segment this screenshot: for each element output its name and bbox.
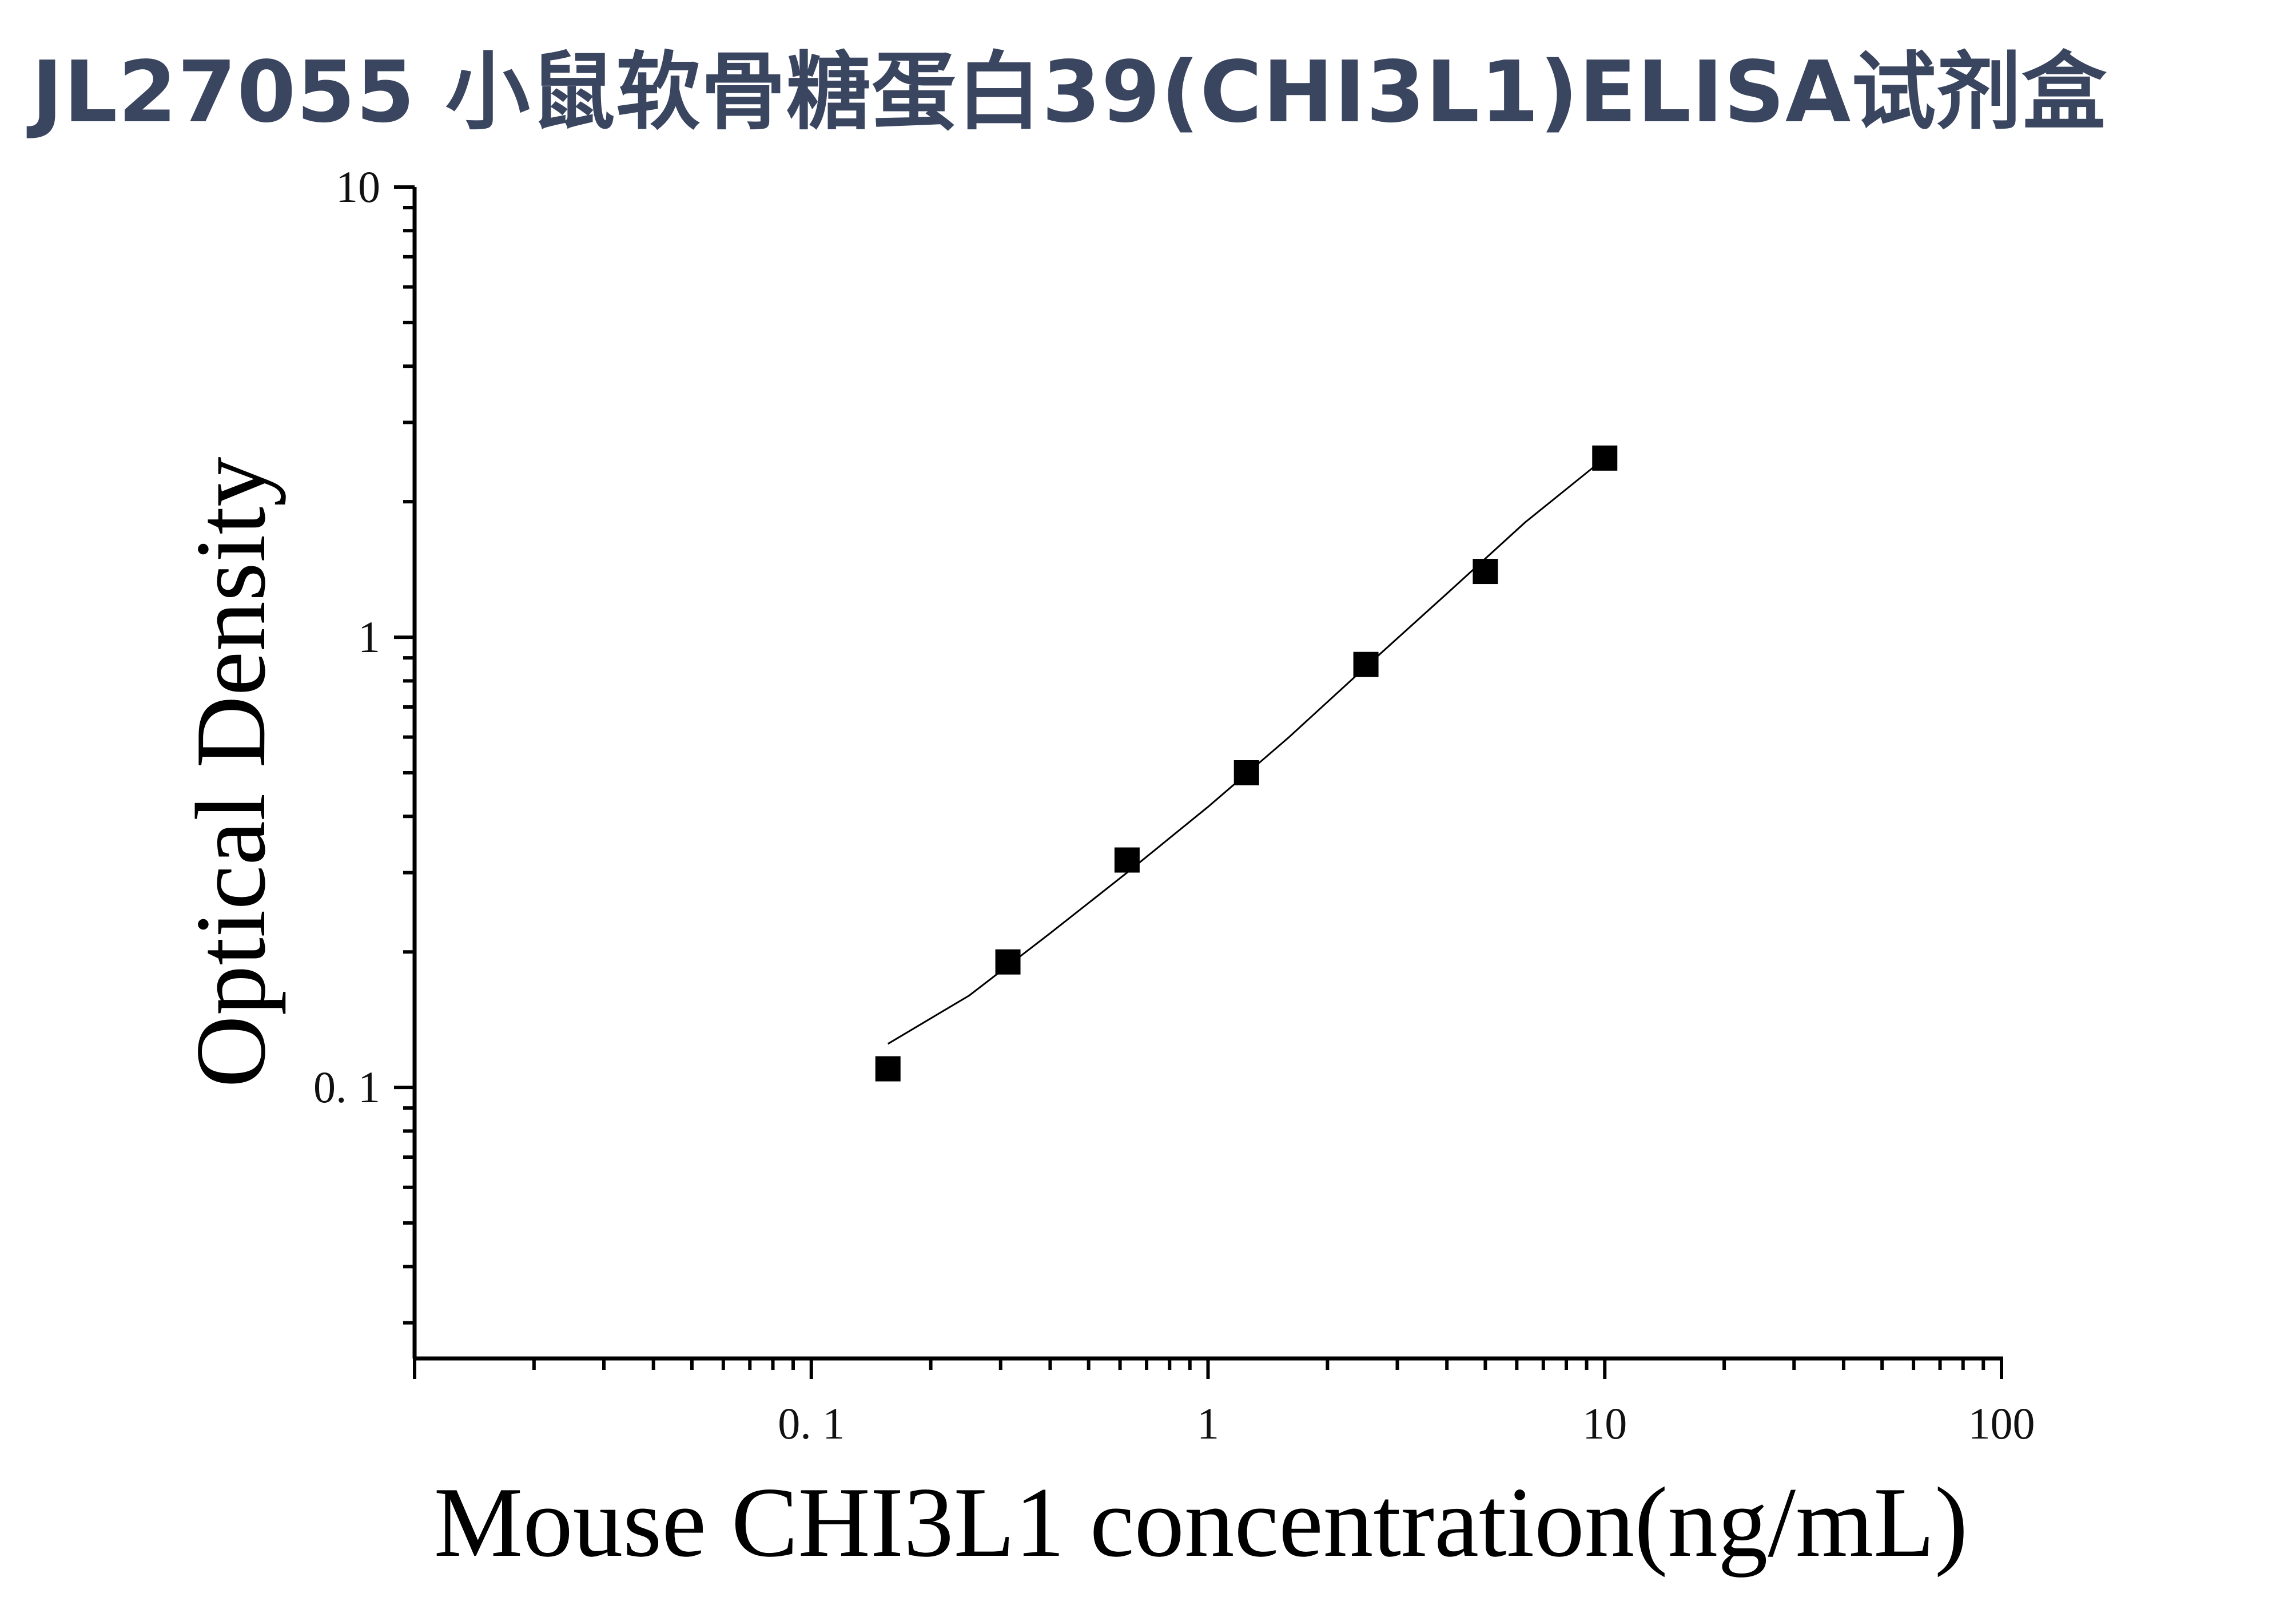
data-point [875, 1056, 901, 1082]
data-point [1233, 760, 1259, 785]
y-tick-label: 0. 1 [313, 1062, 380, 1112]
axes [412, 187, 2003, 1361]
x-tick-label: 10 [1582, 1399, 1627, 1448]
data-point [1473, 559, 1498, 585]
ticks: 0. 1 1 10 100 0. 1 1 10 [313, 162, 2035, 1448]
chart-title: JL27055 小鼠软骨糖蛋白39(CHI3L1)ELISA试剂盒 [31, 43, 2107, 141]
data-point [1592, 445, 1618, 471]
data-points-group [875, 445, 1618, 1082]
x-tick-label: 0. 1 [778, 1399, 845, 1448]
y-axis-title: Optical Density [175, 456, 286, 1087]
x-axis-title: Mouse CHI3L1 concentration(ng/mL) [434, 1467, 1968, 1578]
data-point [1114, 847, 1140, 873]
data-point [1353, 651, 1379, 677]
x-tick-label: 1 [1197, 1399, 1219, 1448]
x-tick-label: 100 [1968, 1399, 2035, 1448]
data-point [995, 949, 1021, 975]
y-tick-label: 10 [336, 162, 380, 212]
y-tick-label: 1 [358, 612, 380, 662]
